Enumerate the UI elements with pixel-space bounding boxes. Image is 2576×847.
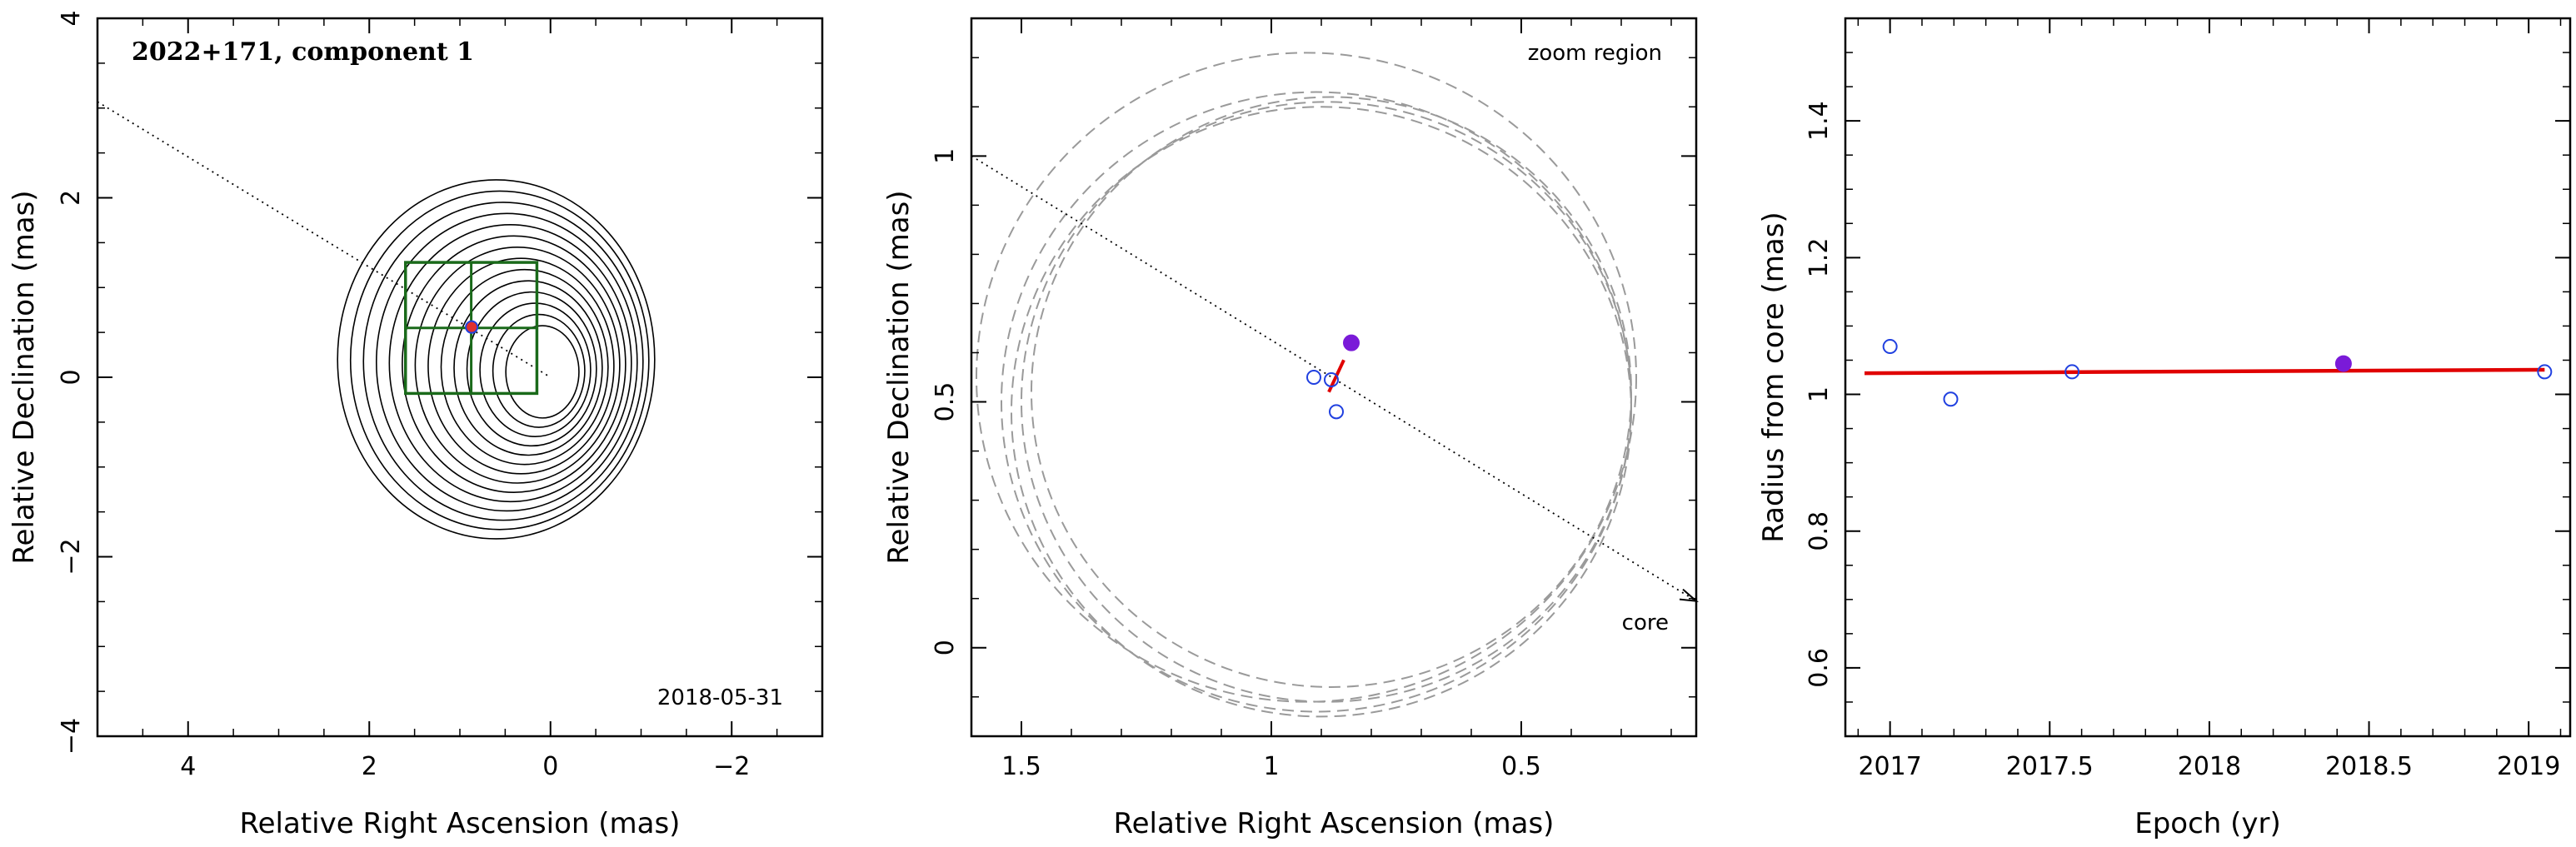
radius-y-tick-label: 1.4: [1805, 101, 1834, 141]
radius-x-tick-label: 2019: [2497, 752, 2560, 781]
map-x-tick-label: 2: [362, 752, 377, 781]
zoom-x-tick-label: 1.5: [1001, 752, 1041, 781]
panel-zoom-frame: [970, 17, 1698, 738]
radius-marks: [1864, 339, 2553, 407]
uncertainty-circle: [1031, 96, 1632, 688]
radius-y-tick-label: 1: [1805, 386, 1834, 402]
contour-level: [362, 202, 644, 521]
map-y-tick-label: −4: [57, 718, 86, 755]
radius-y-tick-label: 0.6: [1805, 648, 1834, 688]
zoom-y-tick-label: 1: [931, 148, 960, 164]
panel-zoom: zoom region core Relative Right Ascensio…: [882, 17, 1700, 840]
core-label: core: [1622, 610, 1669, 635]
map-ylabel: Relative Declination (mas): [7, 190, 41, 564]
map-x-tick-label: 4: [180, 752, 196, 781]
map-date: 2018-05-31: [657, 685, 783, 710]
contour-level: [414, 246, 621, 484]
panel-radius: Epoch (yr) Radius from core (mas) 2017 20…: [1757, 17, 2572, 840]
zoom-y-tick-label: 0: [931, 640, 960, 655]
zoom-ylabel: Relative Declination (mas): [882, 190, 916, 564]
map-y-tick-label: 4: [57, 10, 86, 26]
zoom-x-tick-label: 0.5: [1501, 752, 1541, 781]
data-point-open: [1882, 339, 1898, 355]
contour-level: [337, 179, 656, 540]
contour-level: [388, 224, 632, 503]
contour-level: [466, 291, 597, 447]
zoom-marks: [971, 155, 1700, 602]
radius-x-tick-label: 2017.5: [2006, 752, 2094, 781]
radius-xlabel: Epoch (yr): [2134, 807, 2281, 840]
component-marker: [465, 320, 479, 334]
data-point-open: [1324, 371, 1339, 387]
contour-level: [427, 257, 615, 475]
data-point-open: [2537, 364, 2553, 380]
contour-map: [337, 179, 656, 540]
jet-direction-line: [97, 101, 552, 378]
radius-x-tick-label: 2018: [2178, 752, 2241, 781]
zoom-xlabel: Relative Right Ascension (mas): [1114, 807, 1555, 840]
map-xlabel: Relative Right Ascension (mas): [240, 807, 681, 840]
panel-map: 2022+171, component 1 2018-05-31 Relativ…: [7, 10, 824, 840]
data-point-filled: [1343, 334, 1360, 351]
zoom-y-tick-label: 0.5: [931, 382, 960, 422]
contour-level: [479, 302, 592, 437]
radius-y-tick-label: 1.2: [1805, 237, 1834, 277]
panel-radius-frame: [1844, 17, 2572, 738]
radius-ylabel: Radius from core (mas): [1757, 212, 1790, 542]
data-point-filled: [2334, 355, 2352, 372]
contour-level: [440, 268, 609, 466]
map-x-tick-label: 0: [542, 752, 558, 781]
zoom-x-tick-label: 1: [1263, 752, 1279, 781]
uncertainty-circles: [976, 52, 1637, 718]
contour-level: [375, 212, 638, 512]
contour-level: [453, 280, 603, 456]
zoom-axis-ticks: 1.5 1 0.5 0 0.5 1: [931, 18, 1696, 781]
radius-y-tick-label: 0.8: [1805, 511, 1834, 551]
radius-axis-ticks: 2017 2017.5 2018 2018.5 2019 0.6 0.8 1 1.2 1.4: [1805, 17, 2570, 781]
contour-level: [492, 313, 586, 428]
panel-map-frame: [96, 17, 824, 738]
map-y-tick-label: −2: [57, 538, 86, 575]
fit-line: [1864, 367, 2545, 376]
map-y-tick-label: 2: [57, 190, 86, 206]
contour-level: [505, 325, 580, 419]
contour-level: [402, 235, 627, 493]
map-axis-ticks: 4 2 0 −2 −4 −2 0 2 4: [57, 10, 823, 781]
map-x-tick-label: −2: [713, 752, 750, 781]
data-point-open: [1943, 391, 1959, 407]
map-marks: [97, 101, 552, 396]
data-point-open: [2064, 364, 2080, 380]
uncertainty-circle: [1021, 101, 1632, 703]
map-y-tick-label: 0: [57, 369, 86, 385]
radius-x-tick-label: 2018.5: [2325, 752, 2413, 781]
data-point-open: [1329, 404, 1344, 420]
radius-x-tick-label: 2017: [1858, 752, 1921, 781]
contour-level: [349, 190, 650, 531]
core-arrowhead: [1679, 588, 1700, 602]
zoom-region-label: zoom region: [1528, 41, 1662, 66]
map-title: 2022+171, component 1: [132, 37, 474, 67]
data-point-open: [1306, 370, 1321, 385]
